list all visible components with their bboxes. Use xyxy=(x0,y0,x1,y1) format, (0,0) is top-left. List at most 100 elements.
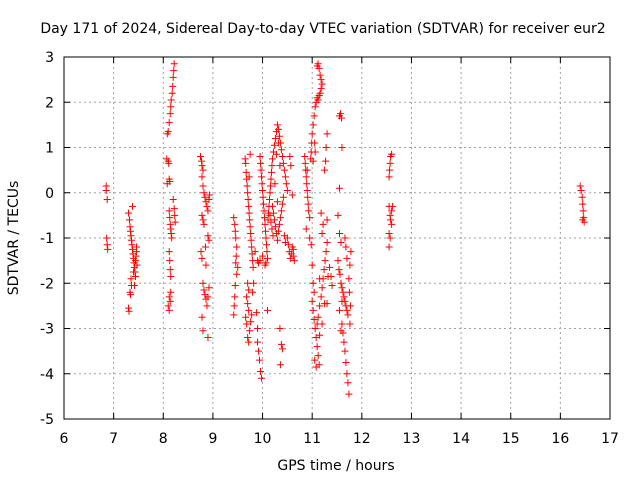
data-point xyxy=(315,64,323,72)
data-point xyxy=(166,214,174,222)
data-point xyxy=(246,223,254,231)
data-point xyxy=(262,234,270,242)
data-point xyxy=(323,216,331,224)
data-point xyxy=(204,293,212,301)
data-point xyxy=(249,263,257,271)
data-point xyxy=(344,379,352,387)
data-point xyxy=(386,234,394,242)
data-point xyxy=(287,162,295,170)
data-point xyxy=(248,311,256,319)
grid-lines xyxy=(64,57,610,419)
data-point xyxy=(304,193,312,201)
data-point xyxy=(343,254,351,262)
data-point xyxy=(334,211,342,219)
x-axis-label: GPS time / hours xyxy=(277,458,394,474)
data-point xyxy=(317,293,325,301)
data-point xyxy=(276,325,284,332)
data-point xyxy=(257,367,265,375)
x-tick-label: 11 xyxy=(303,431,321,447)
data-point xyxy=(125,307,133,315)
data-point xyxy=(309,121,317,129)
data-point xyxy=(247,236,255,244)
data-point xyxy=(258,173,266,181)
data-point xyxy=(311,148,319,156)
data-point xyxy=(200,220,208,228)
data-point xyxy=(322,248,330,256)
data-point xyxy=(310,112,318,120)
data-point xyxy=(268,155,276,163)
data-point xyxy=(335,229,343,237)
data-point xyxy=(205,191,213,199)
chart-title: Day 171 of 2024, Sidereal Day-to-day VTE… xyxy=(40,21,605,37)
data-point xyxy=(166,266,174,274)
data-point xyxy=(276,162,284,170)
data-point xyxy=(288,191,296,199)
data-point xyxy=(242,313,250,321)
data-point xyxy=(264,254,272,262)
data-point xyxy=(259,193,267,201)
data-point xyxy=(273,198,281,206)
data-point xyxy=(262,259,270,267)
data-point xyxy=(263,241,271,249)
data-point xyxy=(314,60,322,68)
axis-ticks xyxy=(63,56,611,420)
data-point xyxy=(165,248,173,256)
data-point xyxy=(167,103,175,111)
data-point xyxy=(104,245,112,253)
data-point xyxy=(244,189,252,197)
data-point xyxy=(258,374,266,382)
data-point xyxy=(257,166,265,174)
data-point xyxy=(339,288,347,296)
data-point xyxy=(103,234,111,242)
data-point xyxy=(168,89,176,97)
x-tick-label: 9 xyxy=(208,431,217,447)
data-point xyxy=(316,331,324,339)
data-point xyxy=(242,159,250,167)
data-point xyxy=(133,261,141,269)
data-point xyxy=(386,159,394,167)
data-point xyxy=(318,284,326,292)
data-point xyxy=(245,306,253,314)
data-point xyxy=(232,259,240,267)
x-tick-label: 17 xyxy=(601,431,619,447)
data-point xyxy=(273,236,281,244)
data-point xyxy=(205,236,213,244)
data-point xyxy=(170,205,178,213)
data-point xyxy=(311,139,319,147)
data-point xyxy=(256,257,264,265)
data-point xyxy=(166,110,174,118)
data-point xyxy=(387,216,395,224)
data-point xyxy=(125,209,133,217)
data-point xyxy=(128,202,136,210)
data-point xyxy=(340,338,348,346)
data-point xyxy=(338,297,346,305)
data-point xyxy=(303,186,311,194)
data-point xyxy=(302,225,310,233)
data-point xyxy=(323,130,331,138)
data-point xyxy=(342,243,350,251)
data-point xyxy=(205,284,213,292)
data-point xyxy=(266,211,274,219)
data-point xyxy=(341,347,349,355)
data-point xyxy=(231,293,239,301)
data-point xyxy=(255,347,263,355)
data-point xyxy=(249,288,257,296)
data-point xyxy=(261,220,269,228)
data-point xyxy=(338,144,346,151)
data-point xyxy=(309,279,317,287)
data-point xyxy=(247,318,255,326)
data-point xyxy=(198,162,206,170)
data-point xyxy=(234,263,242,271)
data-point xyxy=(242,168,250,176)
data-point xyxy=(266,182,274,190)
data-point xyxy=(200,286,208,294)
data-point xyxy=(314,313,322,321)
data-point xyxy=(244,279,252,287)
data-point xyxy=(338,284,346,292)
data-point xyxy=(102,186,110,194)
data-point xyxy=(335,184,343,192)
x-tick-label: 8 xyxy=(159,431,168,447)
y-tick-label: -2 xyxy=(40,276,54,292)
x-tick-label: 6 xyxy=(60,431,69,447)
y-tick-label: 1 xyxy=(45,141,54,157)
